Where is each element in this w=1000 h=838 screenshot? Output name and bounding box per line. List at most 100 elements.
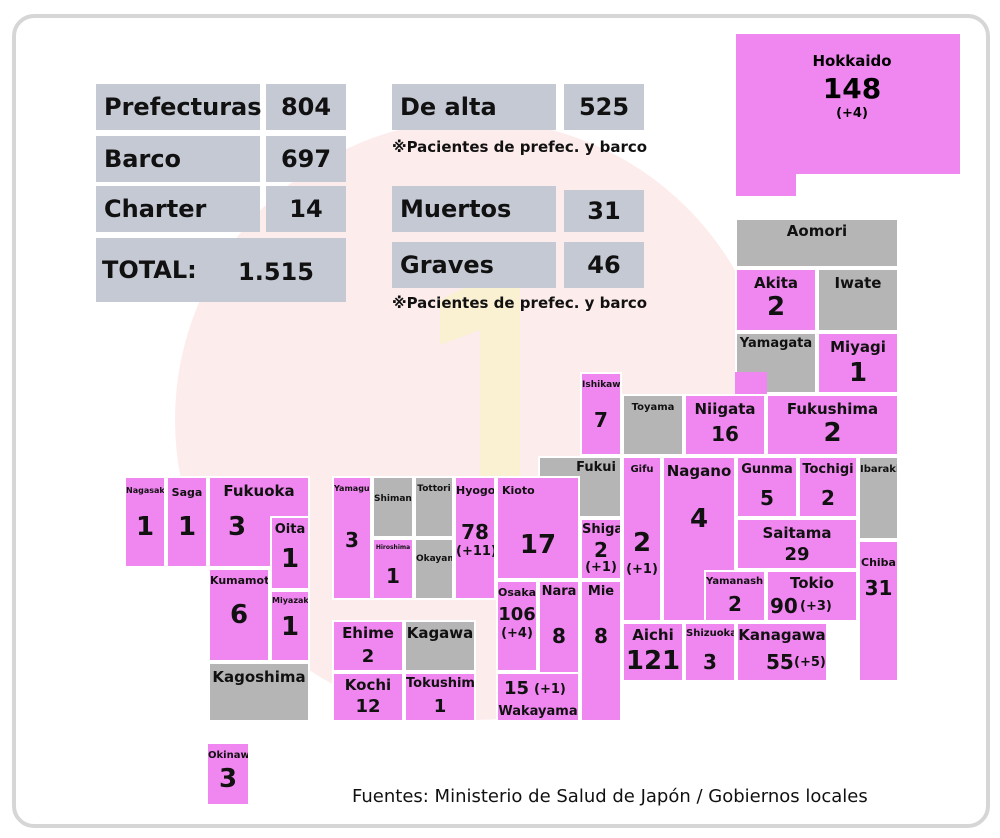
gifu-name: Gifu bbox=[630, 464, 654, 475]
kanagawa-value: 55 bbox=[766, 650, 794, 674]
stat-total: TOTAL: 1.515 bbox=[96, 238, 346, 302]
aichi-name: Aichi bbox=[632, 626, 674, 644]
pref-hyogo: Hyogo 78 (+11) bbox=[454, 476, 496, 600]
tokio-value: 90 bbox=[770, 594, 798, 618]
niigata-name: Niigata bbox=[694, 400, 756, 418]
pref-kagoshima: Kagoshima bbox=[208, 662, 310, 722]
oita-value: 1 bbox=[280, 544, 300, 574]
pref-kioto: Kioto 17 bbox=[496, 476, 580, 580]
pref-miyazaki: Miyazaki 1 bbox=[270, 590, 310, 662]
hokkaido-delta: (+4) bbox=[836, 106, 868, 121]
miyazaki-name: Miyazaki bbox=[272, 596, 310, 605]
wakayama-name: Wakayama bbox=[498, 704, 578, 719]
pref-osaka: Osaka 106 (+4) bbox=[496, 580, 538, 672]
stat-graves-value: 46 bbox=[564, 242, 644, 288]
ehime-name: Ehime bbox=[342, 624, 394, 642]
saitama-name: Saitama bbox=[762, 524, 832, 542]
chiba-value: 31 bbox=[864, 576, 893, 600]
stat-graves-label: Graves bbox=[392, 242, 556, 288]
hokkaido-value: 148 bbox=[822, 72, 882, 105]
pref-tochigi: Tochigi 2 bbox=[798, 456, 858, 518]
pref-hiroshima: Hiroshima 1 bbox=[372, 538, 414, 600]
kanagawa-name: Kanagawa bbox=[738, 626, 826, 644]
kumamoto-value: 6 bbox=[229, 600, 249, 630]
saitama-value: 29 bbox=[784, 544, 810, 565]
yamagata-name: Yamagata bbox=[739, 336, 813, 351]
mie-name: Mie bbox=[587, 584, 615, 599]
shiga-value: 2 bbox=[594, 538, 608, 562]
shiga-name: Shiga bbox=[582, 522, 622, 537]
source-text: Fuentes: Ministerio de Salud de Japón / … bbox=[352, 786, 868, 807]
pref-saitama: Saitama 29 bbox=[736, 518, 858, 570]
miyagi-name: Miyagi bbox=[830, 338, 886, 356]
shimane-name: Shimane bbox=[374, 494, 414, 504]
miyagi-value: 1 bbox=[848, 358, 868, 388]
yamanashi-value: 2 bbox=[728, 592, 742, 616]
saga-value: 1 bbox=[177, 512, 197, 542]
osaka-value: 106 bbox=[498, 604, 536, 625]
okayama-name: Okayama bbox=[416, 554, 452, 564]
gifu-delta: (+1) bbox=[626, 562, 658, 577]
pref-shimane: Shimane bbox=[372, 476, 414, 538]
kioto-name: Kioto bbox=[502, 484, 535, 497]
aomori-name: Aomori bbox=[786, 222, 848, 240]
chiba-name: Chiba bbox=[861, 556, 896, 569]
stat-charter-value: 14 bbox=[266, 186, 346, 232]
ibaraki-name: Ibaraki bbox=[860, 464, 899, 475]
pref-iwate: Iwate bbox=[817, 268, 899, 332]
pref-gifu: Gifu 2 (+1) bbox=[622, 456, 662, 622]
pref-niigata: Niigata 16 bbox=[684, 394, 766, 456]
fukuoka-name: Fukuoka bbox=[223, 482, 295, 500]
shizuoka-value: 3 bbox=[703, 650, 717, 674]
shizuoka-name: Shizuoka bbox=[686, 628, 736, 639]
kagoshima-name: Kagoshima bbox=[212, 668, 306, 686]
yamaguchi-value: 3 bbox=[345, 528, 359, 552]
stat-de-alta-label: De alta bbox=[392, 84, 556, 130]
pref-toyama: Toyama bbox=[622, 394, 684, 456]
pref-ehime: Ehime 2 bbox=[332, 620, 404, 672]
hyogo-value: 78 bbox=[461, 520, 489, 544]
ishikawa-value: 7 bbox=[594, 408, 608, 432]
pref-nagano: Nagano 4 bbox=[662, 456, 736, 622]
pref-kanagawa: Kanagawa 55 (+5) bbox=[736, 622, 828, 682]
pref-kumamoto: Kumamoto 6 bbox=[208, 568, 270, 662]
note-graves: ※Pacientes de prefec. y barco bbox=[392, 294, 648, 312]
aichi-value: 121 bbox=[625, 646, 681, 676]
okinawa-name: Okinawa bbox=[208, 750, 248, 761]
hiroshima-name: Hiroshima bbox=[375, 544, 411, 551]
toyama-name: Toyama bbox=[631, 402, 675, 413]
pref-aomori: Aomori bbox=[735, 218, 899, 268]
kochi-value: 12 bbox=[355, 696, 381, 717]
hiroshima-value: 1 bbox=[386, 564, 400, 588]
pref-nagasaki: Nagasaki 1 bbox=[124, 476, 166, 568]
fukuoka-value: 3 bbox=[228, 512, 247, 542]
ehime-value: 2 bbox=[361, 646, 375, 667]
osaka-delta: (+4) bbox=[501, 626, 533, 641]
stat-muertos-value: 31 bbox=[564, 190, 644, 232]
stat-muertos-label: Muertos bbox=[392, 186, 556, 232]
niigata-tab bbox=[735, 372, 767, 396]
pref-yamaguchi: Yamaguchi 3 bbox=[332, 476, 372, 600]
kagawa-name: Kagawa bbox=[406, 624, 474, 642]
wakayama-value: 15 bbox=[504, 678, 530, 699]
mie-value: 8 bbox=[594, 624, 608, 648]
pref-nara: Nara 8 bbox=[538, 580, 580, 682]
stat-total-label: TOTAL: bbox=[102, 256, 197, 284]
stat-prefecturas-label: Prefecturas bbox=[96, 84, 262, 130]
pref-tokushima: Tokushima 1 bbox=[404, 672, 476, 722]
pref-ibaraki: Ibaraki bbox=[858, 456, 899, 540]
tochigi-name: Tochigi bbox=[802, 462, 854, 477]
gunma-value: 5 bbox=[760, 486, 774, 510]
pref-tokio: Tokio 90 (+3) bbox=[766, 570, 858, 622]
pref-fukushima: Fukushima 2 bbox=[766, 394, 899, 456]
tochigi-value: 2 bbox=[821, 486, 835, 510]
pref-gunma: Gunma 5 bbox=[736, 456, 798, 518]
pref-okinawa: Okinawa 3 bbox=[208, 744, 248, 804]
yamanashi-name: Yamanashi bbox=[706, 576, 766, 587]
miyazaki-value: 1 bbox=[280, 612, 300, 642]
stat-de-alta-value: 525 bbox=[564, 84, 644, 130]
pref-okayama: Okayama bbox=[414, 538, 454, 600]
nara-value: 8 bbox=[552, 624, 566, 648]
gifu-value: 2 bbox=[632, 528, 652, 558]
kumamoto-name: Kumamoto bbox=[210, 574, 270, 587]
